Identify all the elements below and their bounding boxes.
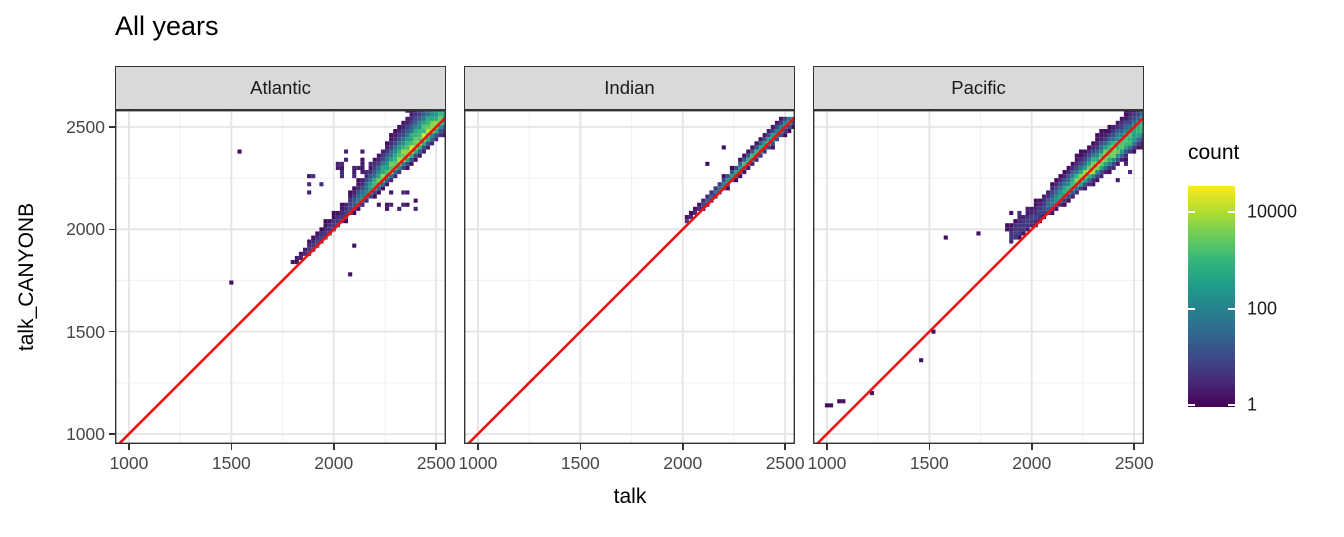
legend-tick-label: 1 (1247, 394, 1258, 415)
x-tick-label: 1000 (109, 453, 149, 473)
facet-label-indian: Indian (604, 77, 655, 98)
x-tick-label: 2500 (765, 453, 805, 473)
y-tick-mark (109, 126, 115, 128)
facet-panel-atlantic (115, 110, 446, 444)
facet-strip-indian: Indian (464, 66, 795, 110)
legend-tick-mark (1188, 403, 1195, 406)
facet-panel-indian (464, 110, 795, 444)
x-tick-mark (928, 444, 931, 450)
identity-line (117, 115, 446, 444)
x-tick-mark (784, 444, 786, 450)
x-tick-mark (435, 444, 437, 450)
x-tick-mark (579, 444, 582, 450)
x-tick-label: 2500 (1114, 453, 1154, 473)
identity-line (815, 115, 1144, 444)
y-tick-label: 2000 (66, 219, 105, 240)
x-tick-label: 1000 (807, 453, 847, 473)
identity-line (466, 115, 795, 444)
x-tick-mark (128, 444, 130, 450)
x-tick-mark (477, 444, 479, 450)
legend-tick-mark (1188, 211, 1195, 214)
y-tick-label: 1000 (66, 423, 105, 444)
chart-title: All years (115, 11, 219, 41)
legend-tick-mark (1188, 307, 1195, 310)
y-axis-title: talk_CANYONB (15, 202, 38, 352)
legend-tick-mark (1228, 307, 1235, 310)
x-tick-label: 2000 (1012, 453, 1052, 473)
legend-tick-label: 10000 (1247, 201, 1298, 222)
bins-pacific (824, 110, 1144, 408)
x-tick-mark (1133, 444, 1135, 450)
bins-atlantic (229, 110, 446, 285)
x-tick-label: 1500 (909, 453, 949, 473)
y-tick-label: 1500 (66, 321, 105, 342)
legend-tick-label: 100 (1247, 298, 1278, 318)
panel-border (813, 110, 1144, 444)
x-tick-label: 1000 (458, 453, 498, 473)
legend-title: count (1188, 141, 1240, 164)
x-tick-label: 1500 (560, 453, 600, 473)
x-tick-label: 2500 (416, 453, 456, 473)
x-tick-label: 2000 (663, 453, 703, 473)
x-tick-label: 2000 (314, 453, 354, 473)
facet-label-atlantic: Atlantic (250, 77, 311, 98)
y-tick-mark (109, 433, 115, 435)
plot-area-indian (464, 110, 795, 444)
legend-colorbar (1188, 186, 1235, 407)
y-tick-mark (109, 228, 115, 231)
facet-strip-atlantic: Atlantic (115, 66, 446, 110)
legend-tick-mark (1228, 403, 1235, 406)
x-tick-mark (333, 444, 335, 450)
plot-area-pacific (813, 110, 1144, 444)
x-tick-mark (682, 444, 684, 450)
facet-label-pacific: Pacific (951, 77, 1006, 98)
y-tick-mark (109, 330, 115, 333)
x-tick-label: 1500 (211, 453, 251, 473)
panel-border (464, 110, 795, 444)
x-axis-title: talk (613, 485, 647, 508)
plot-area-atlantic (115, 110, 446, 444)
x-tick-mark (826, 444, 828, 450)
y-tick-label: 2500 (66, 116, 105, 137)
facet-strip-pacific: Pacific (813, 66, 1144, 110)
x-tick-mark (230, 444, 233, 450)
facet-panel-pacific (813, 110, 1144, 444)
panel-border (115, 110, 446, 444)
x-tick-mark (1031, 444, 1033, 450)
legend-tick-mark (1228, 211, 1235, 214)
